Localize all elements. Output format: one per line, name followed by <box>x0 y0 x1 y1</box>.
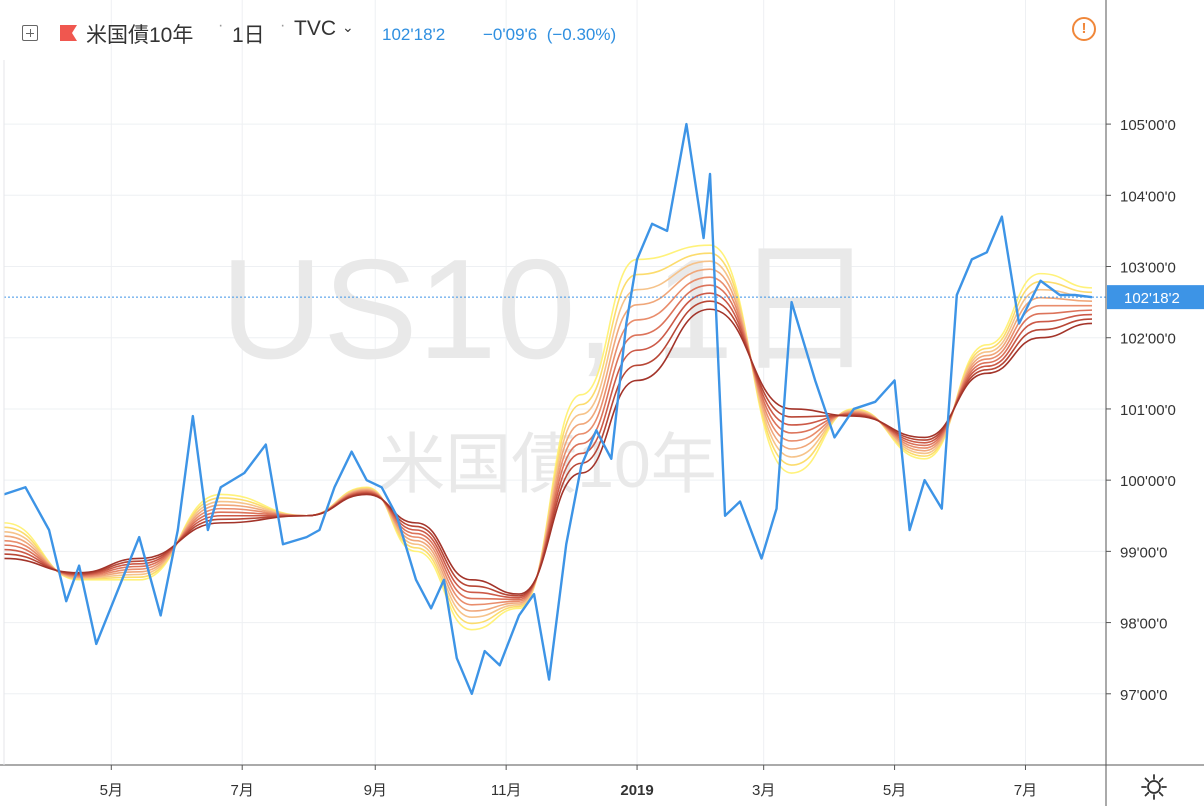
current-price-tag-bg <box>1107 285 1204 310</box>
ribbon-line-5 <box>3 284 1093 601</box>
price-series <box>3 122 1093 695</box>
moving-average-ribbon <box>3 244 1093 631</box>
compare-add-button[interactable] <box>22 25 38 41</box>
current-price-tag-label: 102'18'2 <box>1124 290 1180 307</box>
price-tick-label: 101'00'0 <box>1120 402 1176 419</box>
price-tick-label: 97'00'0 <box>1120 687 1167 704</box>
time-tick-label: 3月 <box>752 782 775 799</box>
symbol-watermark: US10, 1日 米国債10年 <box>220 230 875 501</box>
time-tick-label: 7月 <box>231 782 254 799</box>
change-amount: −0'09'6 <box>483 25 538 44</box>
price-tick-label: 103'00'0 <box>1120 260 1176 277</box>
ribbon-line-6 <box>3 292 1093 599</box>
warning-icon[interactable]: ! <box>1072 17 1096 41</box>
price-tick-label: 102'00'0 <box>1120 331 1176 348</box>
time-tick-label: 2019 <box>620 782 653 799</box>
source-label[interactable]: TVC <box>294 17 336 40</box>
price-tick-label: 100'00'0 <box>1120 473 1176 490</box>
price-tick-label: 104'00'0 <box>1120 188 1176 205</box>
ribbon-line-0 <box>3 244 1093 631</box>
separator-dot: · <box>218 17 224 34</box>
interval-label[interactable]: 1日 <box>232 24 265 47</box>
chevron-down-icon[interactable]: ⌄ <box>342 19 354 35</box>
price-tick-label: 105'00'0 <box>1120 117 1176 134</box>
watermark-name: 米国債10年 <box>379 427 716 501</box>
time-tick-label: 9月 <box>364 782 387 799</box>
flag-icon[interactable] <box>60 25 77 41</box>
price-change-value: −0'09'6 (−0.30%) <box>483 25 616 45</box>
ribbon-line-1 <box>3 252 1093 625</box>
time-tick-label: 7月 <box>1014 782 1037 799</box>
watermark-symbol: US10, 1日 <box>220 230 875 389</box>
price-tick-label: 98'00'0 <box>1120 616 1167 633</box>
ribbon-line-4 <box>3 276 1092 606</box>
time-axis[interactable]: 5月 7月 9月 11月 2019 3月 5月 7月 <box>100 765 1038 799</box>
chart-legend-header: 米国債10年 · 1日 · TVC ⌄ 102'18'2 −0'09'6 (−0… <box>0 0 1106 60</box>
separator-dot: · <box>280 17 286 34</box>
ribbon-line-8 <box>3 308 1093 595</box>
price-tick-label: 99'00'0 <box>1120 544 1167 561</box>
change-percent: (−0.30%) <box>546 25 617 44</box>
price-axis[interactable]: 105'00'0 104'00'0 103'00'0 102'00'0 101'00'0… <box>1106 117 1176 704</box>
time-tick-label: 5月 <box>100 782 123 799</box>
last-price-value: 102'18'2 <box>382 25 446 44</box>
symbol-name[interactable]: 米国債10年 <box>86 24 194 47</box>
price-line <box>3 122 1093 695</box>
ribbon-line-3 <box>3 268 1093 612</box>
ribbon-line-2 <box>3 260 1093 619</box>
time-tick-label: 5月 <box>883 782 906 799</box>
current-price-tag: 102'18'2 <box>1107 285 1204 310</box>
settings-gear-icon[interactable] <box>1140 773 1168 801</box>
time-tick-label: 11月 <box>491 782 522 799</box>
ribbon-line-7 <box>3 300 1093 597</box>
